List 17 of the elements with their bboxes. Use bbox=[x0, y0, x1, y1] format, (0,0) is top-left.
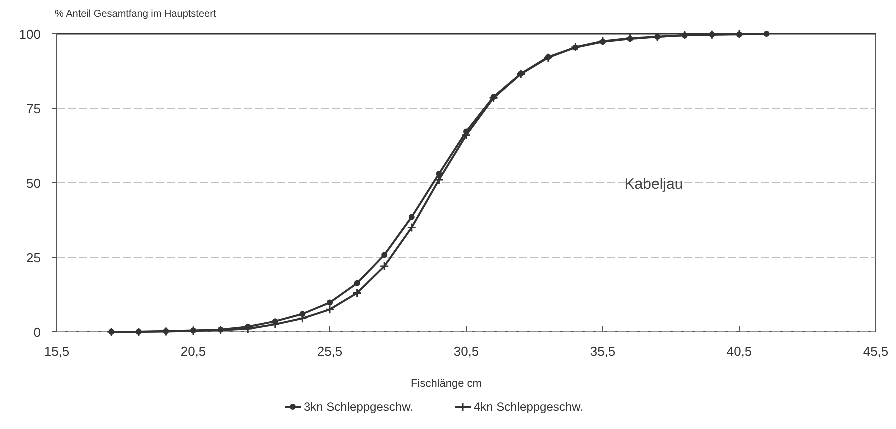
x-axis-title: Fischlänge cm bbox=[411, 378, 482, 390]
annotation: Kabeljau bbox=[624, 176, 684, 193]
x-tick-label: 25,5 bbox=[317, 344, 343, 359]
y-tick-label: 25 bbox=[26, 250, 41, 266]
y-tick-label: 75 bbox=[26, 102, 41, 116]
y-tick-label: 50 bbox=[26, 176, 41, 191]
x-tick-label: 15,5 bbox=[44, 344, 70, 359]
y-tick-label: 100 bbox=[19, 27, 41, 42]
x-tick-label: 35,5 bbox=[590, 344, 616, 359]
x-tick-label: 40,5 bbox=[726, 344, 752, 359]
legend-label: 3kn Schleppgeschw. bbox=[304, 400, 414, 414]
x-tick-label: 30,5 bbox=[454, 344, 480, 359]
x-tick-label: 20,5 bbox=[180, 344, 206, 359]
x-tick-label: 45,5 bbox=[863, 344, 889, 359]
y-tick-label: 0 bbox=[34, 325, 41, 340]
legend-label: 4kn Schleppgeschw. bbox=[474, 400, 584, 414]
y-axis-title: % Anteil Gesamtfang im Hauptsteert bbox=[55, 9, 216, 20]
